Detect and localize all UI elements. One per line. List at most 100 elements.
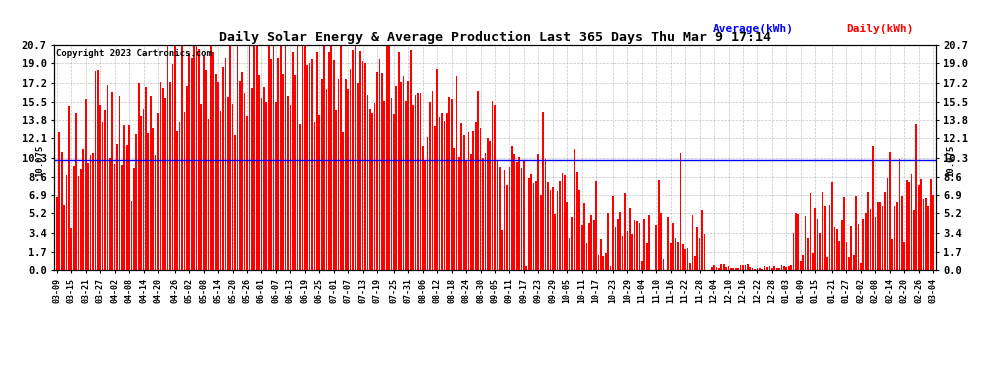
Bar — [721, 264, 722, 270]
Bar — [239, 81, 241, 270]
Bar — [285, 45, 286, 270]
Bar — [911, 174, 913, 270]
Bar — [540, 195, 542, 270]
Bar — [925, 198, 927, 270]
Bar — [738, 268, 739, 270]
Bar — [376, 72, 378, 270]
Bar — [162, 88, 163, 270]
Bar — [763, 266, 765, 270]
Bar — [157, 113, 158, 270]
Bar — [742, 265, 743, 270]
Bar — [692, 215, 693, 270]
Bar — [126, 145, 128, 270]
Bar — [275, 102, 277, 270]
Bar — [193, 45, 195, 270]
Bar — [766, 267, 768, 270]
Bar — [679, 153, 681, 270]
Bar — [533, 183, 535, 270]
Bar — [354, 45, 356, 270]
Bar — [899, 159, 900, 270]
Bar — [472, 131, 474, 270]
Bar — [463, 135, 464, 270]
Bar — [605, 253, 607, 270]
Bar — [446, 112, 447, 270]
Bar — [699, 238, 701, 270]
Bar — [704, 234, 705, 270]
Bar — [836, 229, 838, 270]
Bar — [523, 160, 525, 270]
Bar — [845, 242, 847, 270]
Bar — [528, 177, 530, 270]
Bar — [759, 268, 760, 270]
Bar — [263, 87, 264, 270]
Bar — [244, 93, 246, 270]
Bar — [306, 65, 308, 270]
Bar — [916, 124, 917, 270]
Bar — [343, 132, 345, 270]
Bar — [235, 135, 236, 270]
Bar — [552, 188, 553, 270]
Bar — [141, 116, 142, 270]
Bar — [634, 220, 636, 270]
Bar — [383, 101, 385, 270]
Bar — [341, 45, 342, 270]
Bar — [272, 45, 274, 270]
Bar — [933, 195, 934, 270]
Bar — [289, 105, 291, 270]
Bar — [484, 153, 486, 270]
Bar — [658, 180, 659, 270]
Bar — [349, 69, 351, 270]
Bar — [159, 82, 161, 270]
Bar — [564, 175, 565, 270]
Bar — [504, 170, 506, 270]
Bar — [576, 172, 578, 270]
Bar — [77, 176, 79, 270]
Bar — [104, 110, 106, 270]
Bar — [848, 257, 849, 270]
Bar — [819, 233, 821, 270]
Bar — [733, 268, 735, 270]
Bar — [70, 228, 72, 270]
Bar — [225, 58, 227, 270]
Bar — [906, 180, 908, 270]
Bar — [347, 88, 349, 270]
Bar — [904, 242, 905, 270]
Bar — [506, 185, 508, 270]
Bar — [549, 190, 551, 270]
Bar — [662, 260, 664, 270]
Bar — [408, 81, 409, 270]
Bar — [364, 63, 366, 270]
Bar — [839, 241, 841, 270]
Bar — [624, 193, 626, 270]
Bar — [629, 209, 631, 270]
Bar — [672, 223, 674, 270]
Bar — [455, 76, 457, 270]
Bar — [437, 69, 438, 270]
Bar — [251, 88, 252, 270]
Bar — [247, 116, 248, 270]
Bar — [277, 58, 279, 270]
Bar — [648, 215, 649, 270]
Bar — [68, 106, 69, 270]
Bar — [427, 136, 429, 270]
Bar — [756, 268, 758, 270]
Bar — [637, 221, 638, 270]
Bar — [701, 210, 703, 270]
Bar — [314, 122, 315, 270]
Bar — [357, 83, 358, 270]
Bar — [718, 268, 720, 270]
Bar — [237, 45, 239, 270]
Bar — [85, 99, 86, 270]
Bar — [90, 155, 91, 270]
Bar — [450, 99, 452, 270]
Bar — [728, 266, 730, 270]
Bar — [114, 164, 116, 270]
Bar — [222, 68, 224, 270]
Bar — [242, 72, 244, 270]
Bar — [378, 59, 380, 270]
Bar — [655, 225, 657, 270]
Bar — [146, 87, 147, 270]
Bar — [386, 45, 387, 270]
Bar — [213, 52, 214, 270]
Bar — [928, 206, 930, 270]
